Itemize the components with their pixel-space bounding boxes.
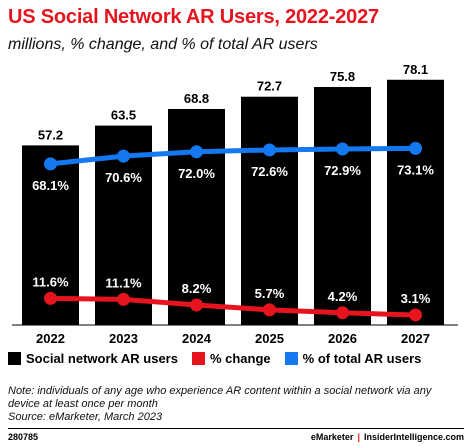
x-tick-label-2025: 2025 [255, 331, 284, 346]
brand-emarketer: eMarketer [310, 432, 354, 442]
legend-label-share: % of total AR users [302, 351, 422, 366]
change-value-label-2024: 8.2% [182, 281, 212, 296]
bar-value-label-2023: 63.5 [111, 108, 136, 123]
chart-area: 57.2 63.5 68.8 72.7 75.8 78.1 2022 2023 2024 2025… [12, 62, 458, 346]
change-line [48, 295, 418, 318]
x-tick-label-2023: 2023 [109, 331, 138, 346]
note-text: Note: individuals of any age who experie… [8, 385, 432, 410]
share-point-2023 [117, 149, 130, 163]
share-value-label-2026: 72.9% [324, 163, 361, 178]
legend-label-change: % change [209, 351, 271, 366]
share-point-2027 [409, 141, 422, 155]
brand-insider-intelligence: InsiderIntelligence.com [363, 432, 464, 442]
bar-value-label-2025: 72.7 [257, 79, 282, 94]
change-point-2022 [44, 291, 57, 305]
legend-item-share: % of total AR users [284, 351, 422, 366]
chart-note: Note: individuals of any age who experie… [8, 385, 448, 424]
legend-item-change: % change [191, 351, 271, 366]
chart-title: US Social Network AR Users, 2022-2027 [8, 6, 379, 28]
brand-separator: | [357, 432, 360, 442]
bar-value-label-2024: 68.8 [184, 91, 209, 106]
share-line [48, 145, 418, 167]
share-point-2024 [190, 145, 203, 159]
change-value-label-2027: 3.1% [401, 291, 431, 306]
share-value-label-2027: 73.1% [397, 162, 434, 177]
change-value-label-2026: 4.2% [328, 289, 358, 304]
change-value-label-2025: 5.7% [255, 286, 285, 301]
chart-subtitle: millions, % change, and % of total AR us… [8, 36, 318, 53]
change-value-label-2022: 11.6% [32, 274, 69, 289]
bar-2026 [314, 86, 371, 325]
bar-2027 [387, 79, 444, 326]
change-point-2023 [117, 292, 130, 306]
share-value-label-2024: 72.0% [178, 166, 215, 181]
change-point-2027 [409, 308, 422, 322]
legend-swatch-share [284, 352, 298, 365]
legend-label-bars: Social network AR users [26, 351, 178, 366]
bar-value-label-2027: 78.1 [403, 62, 428, 77]
share-value-label-2023: 70.6% [105, 170, 142, 185]
x-tick-label-2027: 2027 [401, 331, 430, 346]
share-point-2022 [44, 157, 57, 171]
footer-divider [8, 428, 464, 429]
legend-item-bars: Social network AR users [8, 351, 178, 366]
change-value-label-2023: 11.1% [105, 275, 142, 290]
x-tick-label-2022: 2022 [36, 331, 65, 346]
share-point-2025 [263, 143, 276, 157]
change-point-2026 [336, 306, 349, 320]
source-text: Source: eMarketer, March 2023 [8, 411, 163, 423]
legend-swatch-change [191, 352, 205, 365]
bar-value-label-2026: 75.8 [330, 69, 355, 84]
bar-2024 [168, 108, 225, 325]
x-tick-label-2024: 2024 [182, 331, 212, 346]
share-value-label-2022: 68.1% [32, 178, 69, 193]
bar-2025 [241, 96, 298, 325]
change-point-2024 [190, 298, 203, 312]
bar-value-label-2022: 57.2 [38, 127, 63, 142]
share-point-2026 [336, 142, 349, 156]
footer-brand: eMarketer | InsiderIntelligence.com [311, 432, 464, 442]
share-value-label-2025: 72.6% [251, 164, 288, 179]
change-point-2025 [263, 303, 276, 317]
legend: Social network AR users % change % of to… [8, 351, 435, 366]
x-tick-label-2026: 2026 [328, 331, 357, 346]
chart-id: 280785 [8, 432, 39, 442]
legend-swatch-bars [8, 352, 21, 365]
